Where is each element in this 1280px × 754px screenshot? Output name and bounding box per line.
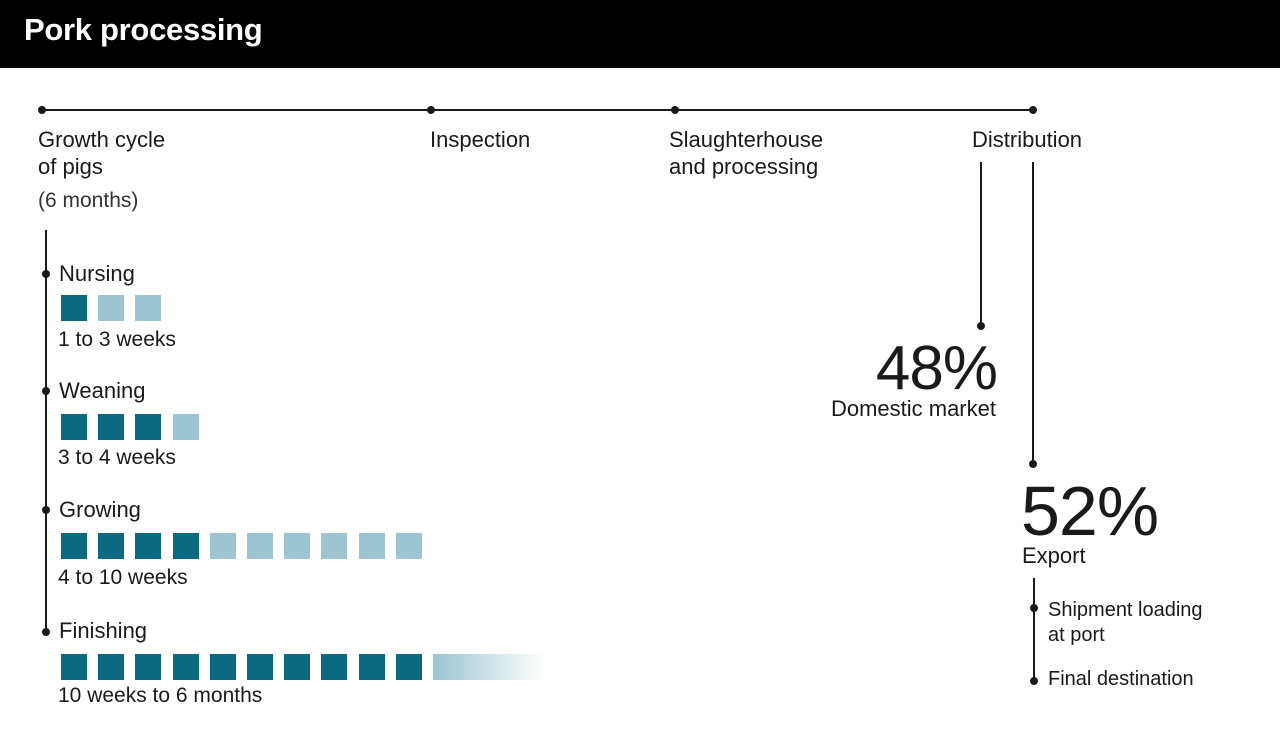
block-light — [247, 533, 273, 559]
block-light — [395, 533, 422, 559]
block-light — [172, 414, 199, 440]
block-light — [284, 533, 311, 559]
step-growth-cycle: Growth cycle of pigs — [38, 127, 166, 179]
timeline-dot-growth — [38, 106, 46, 114]
stage-dot-nursing — [42, 270, 50, 278]
block-light — [209, 533, 236, 559]
export-step-dot-final — [1030, 677, 1038, 685]
block-dark — [135, 654, 162, 680]
stage-dot-growing — [42, 506, 50, 514]
export-steps-line — [1033, 578, 1035, 682]
step-distribution: Distribution — [972, 127, 1083, 152]
stage-name-growing: Growing — [59, 497, 141, 522]
stage-duration-nursing: 1 to 3 weeks — [58, 328, 176, 351]
block-light — [135, 295, 162, 321]
stage-duration-growing: 4 to 10 weeks — [58, 566, 188, 589]
step-inspection: Inspection — [430, 127, 531, 152]
domestic-label: Domestic market — [830, 396, 996, 421]
block-dark — [98, 414, 125, 440]
stage-name-nursing: Nursing — [59, 261, 135, 286]
stage-duration-weaning: 3 to 4 weeks — [58, 446, 176, 469]
block-light — [98, 295, 125, 321]
block-dark — [209, 654, 236, 680]
block-dark — [321, 654, 348, 680]
page-title: Pork processing — [24, 12, 263, 47]
stage-duration-finishing: 10 weeks to 6 months — [58, 684, 263, 707]
block-fade — [433, 654, 545, 680]
block-dark — [98, 654, 125, 680]
timeline-line — [42, 109, 1034, 111]
stage-dot-weaning — [42, 387, 50, 395]
export-label: Export — [1022, 543, 1086, 568]
block-dark — [172, 533, 199, 559]
block-dark — [284, 654, 311, 680]
block-dark — [61, 533, 87, 559]
timeline-dot-inspection — [427, 106, 435, 114]
export-percent: 52% — [1021, 472, 1159, 550]
block-dark — [135, 414, 162, 440]
growth-duration: (6 months) — [38, 189, 139, 212]
stage-dot-finishing — [42, 628, 50, 636]
block-light — [321, 533, 348, 559]
step-slaughterhouse: Slaughterhouse and processing — [669, 127, 824, 179]
block-dark — [61, 414, 87, 440]
block-dark — [61, 654, 87, 680]
export-dot — [1029, 460, 1037, 468]
block-dark — [247, 654, 273, 680]
block-dark — [172, 654, 199, 680]
timeline-dot-slaughterhouse — [671, 106, 679, 114]
domestic-percent: 48% — [875, 334, 998, 403]
domestic-line — [980, 162, 982, 326]
block-light — [358, 533, 385, 559]
block-dark — [395, 654, 422, 680]
timeline-dot-distribution — [1029, 106, 1037, 114]
block-dark — [98, 533, 125, 559]
block-dark — [61, 295, 87, 321]
stage-name-weaning: Weaning — [59, 378, 146, 403]
domestic-dot — [977, 322, 985, 330]
header-bar: Pork processing — [0, 0, 1280, 68]
export-step-dot-shipment — [1030, 604, 1038, 612]
export-step-final: Final destination — [1048, 668, 1194, 690]
stage-name-finishing: Finishing — [59, 618, 148, 643]
export-step-shipment: Shipment loading at port — [1048, 599, 1203, 646]
export-line — [1032, 162, 1034, 464]
block-dark — [358, 654, 385, 680]
stages-line — [45, 230, 47, 632]
block-dark — [135, 533, 162, 559]
